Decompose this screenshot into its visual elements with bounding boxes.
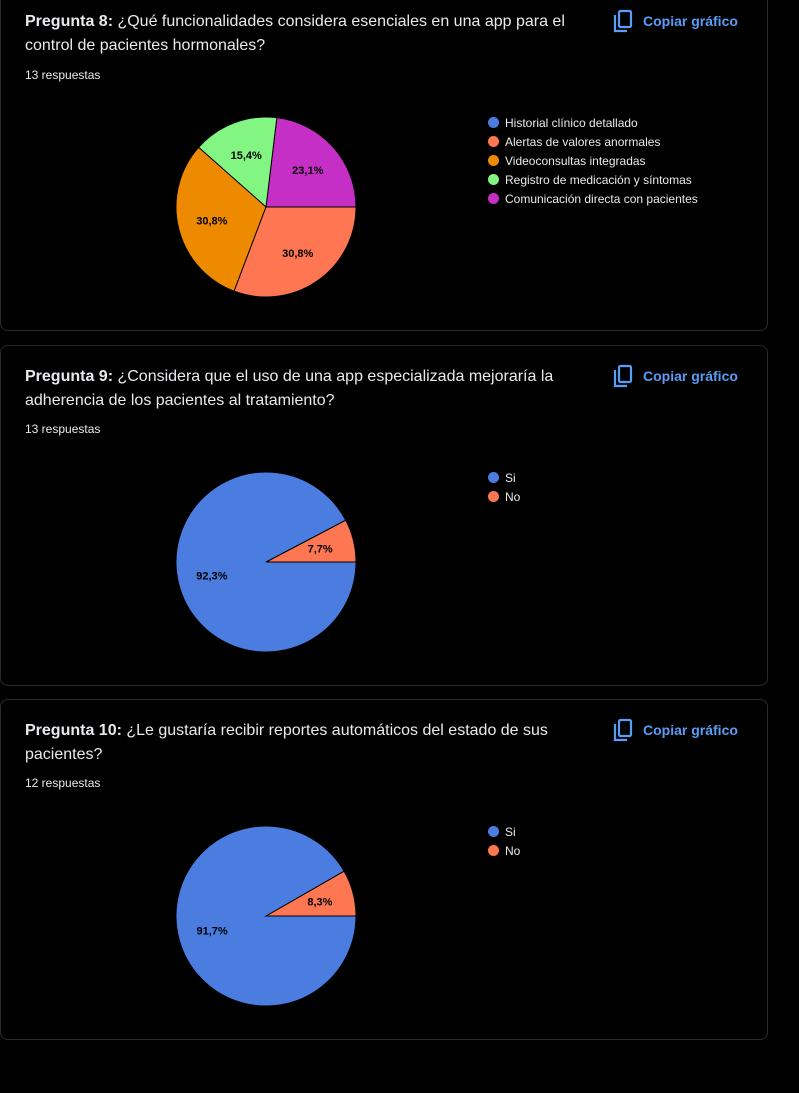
question-title: Pregunta 8: ¿Qué funcionalidades conside…	[25, 10, 585, 58]
legend-item: Alertas de valores anormales	[488, 132, 698, 151]
response-count: 13 respuestas	[25, 422, 101, 436]
legend-item: Videoconsultas integradas	[488, 151, 698, 170]
legend-label: Alertas de valores anormales	[505, 134, 661, 149]
legend-item: No	[488, 841, 520, 860]
slice-label: 7,7%	[308, 544, 333, 556]
legend-label: Si	[505, 470, 516, 485]
question-card-10: Pregunta 10: ¿Le gustaría recibir report…	[0, 699, 768, 1040]
pie-chart: 7,7% 92,3%	[175, 471, 357, 653]
question-title: Pregunta 9: ¿Considera que el uso de una…	[25, 365, 585, 413]
slice-label: 30,8%	[282, 248, 313, 260]
pie-slice[interactable]	[197, 116, 278, 209]
legend-label: No	[505, 843, 521, 858]
pie-slice[interactable]	[233, 206, 357, 298]
legend-label: No	[505, 489, 521, 504]
slice-label: 23,1%	[292, 165, 323, 177]
question-text: ¿Le gustaría recibir reportes automático…	[25, 722, 548, 763]
legend-swatch	[488, 174, 499, 185]
pie-slice[interactable]	[265, 117, 357, 208]
copy-chart-label: Copiar gráfico	[643, 13, 738, 29]
legend-swatch	[488, 826, 499, 837]
legend-label: Si	[505, 824, 516, 839]
legend-item: No	[488, 487, 520, 506]
question-number: Pregunta 8:	[25, 13, 114, 30]
response-count: 12 respuestas	[25, 776, 101, 790]
legend-swatch	[488, 472, 499, 483]
question-text: ¿Considera que el uso de una app especia…	[25, 368, 554, 409]
slice-label: 15,4%	[231, 150, 262, 162]
copy-chart-button[interactable]: Copiar gráfico	[613, 718, 738, 742]
legend-swatch	[488, 491, 499, 502]
copy-chart-button[interactable]: Copiar gráfico	[613, 364, 738, 388]
question-card-9: Pregunta 9: ¿Considera que el uso de una…	[0, 345, 768, 686]
question-number: Pregunta 10:	[25, 722, 122, 739]
legend-label: Comunicación directa con pacientes	[505, 191, 698, 206]
pie-slice[interactable]	[175, 146, 267, 292]
legend-swatch	[488, 117, 499, 128]
legend-label: Videoconsultas integradas	[505, 153, 646, 168]
legend-swatch	[488, 155, 499, 166]
legend-item: Registro de medicación y síntomas	[488, 170, 698, 189]
copy-icon	[613, 718, 633, 742]
copy-icon	[613, 364, 633, 388]
legend-swatch	[488, 845, 499, 856]
legend-item: Comunicación directa con pacientes	[488, 189, 698, 208]
question-card-8: Pregunta 8: ¿Qué funcionalidades conside…	[0, 0, 768, 331]
copy-icon	[613, 9, 633, 33]
copy-chart-label: Copiar gráfico	[643, 722, 738, 738]
legend-label: Historial clínico detallado	[505, 115, 638, 130]
pie-slice[interactable]	[175, 825, 357, 1007]
slice-label: 8,3%	[307, 897, 332, 909]
question-title: Pregunta 10: ¿Le gustaría recibir report…	[25, 719, 585, 767]
legend-item: Si	[488, 822, 520, 841]
slice-label: 91,7%	[196, 925, 227, 937]
slice-label: 92,3%	[196, 570, 227, 582]
pie-chart: 8,3% 91,7%	[175, 825, 357, 1007]
legend-label: Registro de medicación y síntomas	[505, 172, 692, 187]
legend-item: Historial clínico detallado	[488, 113, 698, 132]
question-text: ¿Qué funcionalidades considera esenciale…	[25, 13, 565, 54]
legend-swatch	[488, 136, 499, 147]
slice-label: 30,8%	[196, 215, 227, 227]
copy-chart-label: Copiar gráfico	[643, 368, 738, 384]
response-count: 13 respuestas	[25, 68, 101, 82]
pie-slice[interactable]	[175, 471, 357, 653]
copy-chart-button[interactable]: Copiar gráfico	[613, 9, 738, 33]
pie-chart: 23,1% 15,4% 30,8% 30,8%	[175, 116, 357, 298]
legend-item: Si	[488, 468, 520, 487]
chart-legend: Si No	[488, 822, 520, 860]
legend-swatch	[488, 193, 499, 204]
chart-legend: Historial clínico detallado Alertas de va…	[488, 113, 698, 208]
chart-legend: Si No	[488, 468, 520, 506]
question-number: Pregunta 9:	[25, 368, 114, 385]
